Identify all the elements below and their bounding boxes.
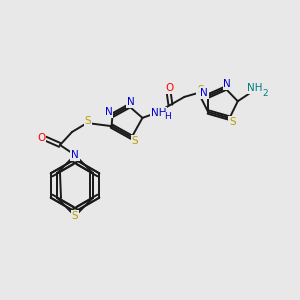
Text: S: S: [85, 116, 91, 126]
Text: N: N: [105, 107, 112, 117]
Text: S: S: [229, 117, 236, 127]
Text: O: O: [37, 133, 45, 143]
Text: N: N: [127, 97, 135, 107]
Text: S: S: [197, 85, 204, 95]
Text: S: S: [72, 211, 78, 221]
Text: 2: 2: [262, 89, 268, 98]
Text: N: N: [224, 79, 231, 89]
Text: NH: NH: [151, 108, 166, 118]
Text: NH: NH: [247, 83, 262, 93]
Text: N: N: [71, 150, 79, 160]
Text: O: O: [165, 83, 174, 93]
Text: N: N: [200, 88, 208, 98]
Text: S: S: [131, 136, 138, 146]
Text: H: H: [164, 112, 171, 122]
